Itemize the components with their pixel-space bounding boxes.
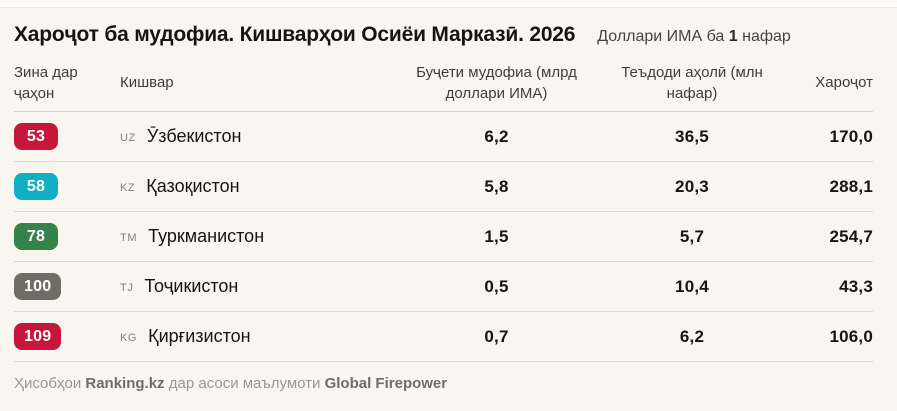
header: Хароҷот ба мудофиа. Кишварҳои Осиёи Марк… (0, 8, 897, 58)
table-row-tajikistan: 100 TJ Тоҷикистон 0,5 10,4 43,3 (14, 262, 873, 312)
country-cell: TJ Тоҷикистон (120, 276, 374, 297)
rank-badge: 58 (14, 173, 58, 200)
country-code: KZ (120, 182, 136, 194)
rank-badge: 109 (14, 323, 62, 350)
budget-value: 0,7 (484, 326, 509, 346)
country-code: TM (120, 232, 138, 244)
col-header-defense-budget: Буҷети мудофиа (млрд доллари ИМА) (416, 64, 577, 102)
table-header-row: Зина дар ҷаҳон Кишвар Буҷети мудофиа (мл… (14, 58, 873, 112)
country-name: Тоҷикистон (144, 276, 239, 296)
population-value: 20,3 (675, 176, 709, 196)
top-divider (0, 0, 897, 8)
rank-cell: 53 (14, 123, 120, 150)
table-row-kyrgyzstan: 109 KG Қирғизистон 0,7 6,2 106,0 (14, 312, 873, 362)
col-header-world-rank: Зина дар ҷаҳон (14, 64, 78, 102)
data-table: Зина дар ҷаҳон Кишвар Буҷети мудофиа (мл… (14, 58, 873, 362)
population-value: 5,7 (679, 226, 705, 246)
population-value: 6,2 (679, 326, 705, 346)
country-code: TJ (120, 282, 134, 294)
rank-cell: 78 (14, 223, 120, 250)
country-name: Қирғизистон (148, 326, 251, 346)
subtitle: Доллари ИМА ба 1 нафар (597, 28, 791, 46)
page-title: Хароҷот ба мудофиа. Кишварҳои Осиёи Марк… (14, 23, 576, 46)
table-row-kazakhstan: 58 KZ Қазоқистон 5,8 20,3 288,1 (14, 162, 873, 212)
budget-value: 1,5 (484, 226, 509, 246)
col-header-population: Теъдоди аҳолӣ (млн нафар) (621, 64, 763, 102)
source-brand: Ranking.kz (85, 375, 165, 392)
source-middle: дар асоси маълумоти (164, 375, 325, 392)
country-cell: KZ Қазоқистон (120, 176, 374, 197)
subtitle-number: 1 (728, 28, 738, 45)
population-value: 36,5 (675, 126, 709, 146)
country-code: UZ (120, 132, 136, 144)
country-cell: TM Туркманистон (120, 226, 374, 247)
spending-value: 106,0 (829, 326, 873, 346)
table-row-uzbekistan: 53 UZ Ӯзбекистон 6,2 36,5 170,0 (14, 112, 873, 162)
country-name: Ӯзбекистон (146, 126, 242, 146)
rank-cell: 58 (14, 173, 120, 200)
population-value: 10,4 (675, 276, 709, 296)
country-cell: KG Қирғизистон (120, 326, 374, 347)
source-note: Ҳисобҳои Ranking.kz дар асоси маълумоти … (0, 362, 897, 392)
spending-value: 254,7 (829, 226, 873, 246)
source-provider: Global Firepower (324, 375, 448, 392)
spending-value: 170,0 (829, 126, 873, 146)
rank-badge: 100 (14, 273, 62, 300)
rank-cell: 109 (14, 323, 120, 350)
col-header-country: Кишвар (120, 74, 174, 92)
country-code: KG (120, 332, 138, 344)
spending-value: 288,1 (829, 176, 873, 196)
table-row-turkmenistan: 78 TM Туркманистон 1,5 5,7 254,7 (14, 212, 873, 262)
source-prefix: Ҳисобҳои (14, 375, 86, 392)
rank-cell: 100 (14, 273, 120, 300)
country-name: Қазоқистон (146, 176, 240, 196)
col-header-spending: Хароҷот (815, 74, 873, 92)
country-name: Туркманистон (148, 226, 265, 246)
subtitle-prefix: Доллари ИМА ба (597, 28, 729, 45)
subtitle-suffix: нафар (737, 28, 791, 45)
spending-value: 43,3 (839, 276, 873, 296)
rank-badge: 53 (14, 123, 58, 150)
defense-spending-infographic: Хароҷот ба мудофиа. Кишварҳои Осиёи Марк… (0, 0, 897, 392)
budget-value: 0,5 (484, 276, 509, 296)
budget-value: 5,8 (484, 176, 509, 196)
budget-value: 6,2 (484, 126, 509, 146)
rank-badge: 78 (14, 223, 58, 250)
country-cell: UZ Ӯзбекистон (120, 126, 374, 147)
